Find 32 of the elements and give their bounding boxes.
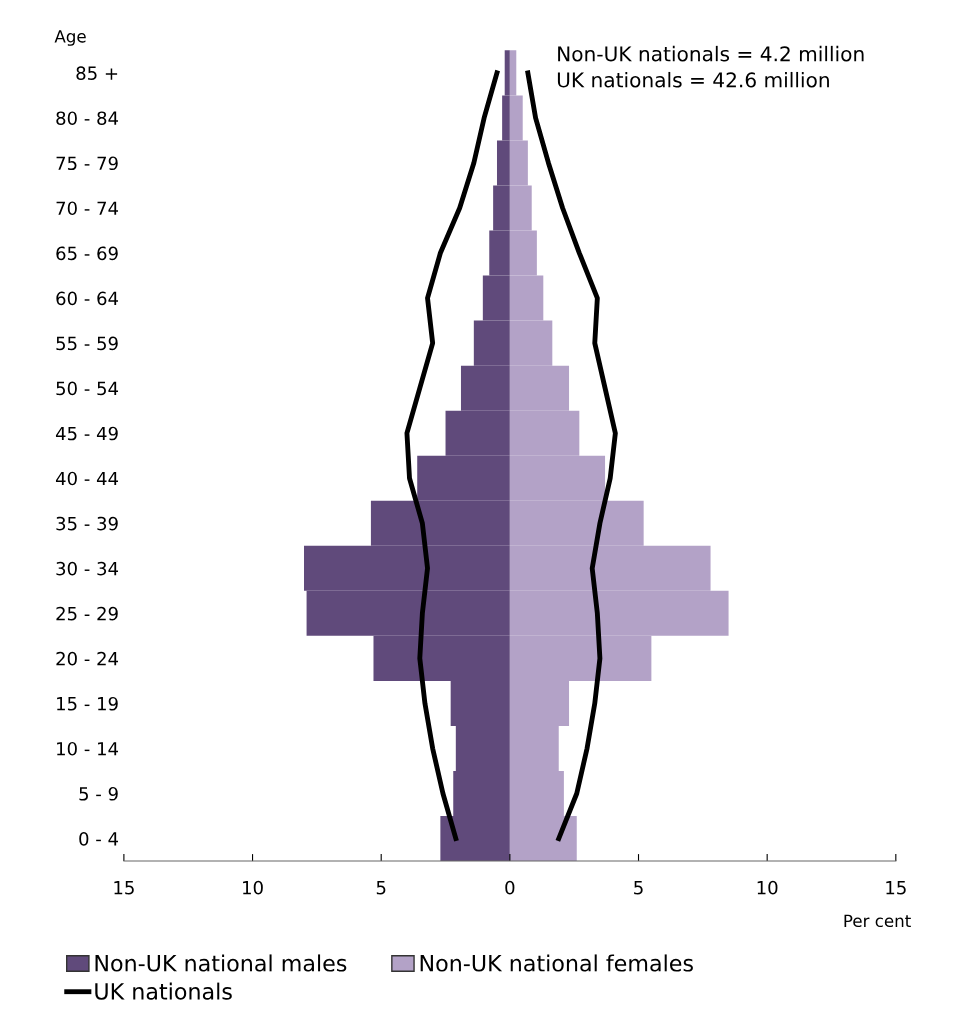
annotation: UK nationals = 42.6 million <box>557 71 829 88</box>
x-axis-title: Per cent <box>844 914 911 928</box>
y-tick-label: 40 - 44 <box>55 471 119 486</box>
x-tick-label: 0 <box>505 880 515 895</box>
y-tick-label: 85 + <box>76 66 118 80</box>
y-tick-label: 15 - 19 <box>57 696 118 711</box>
x-tick-label: 10 <box>243 880 263 895</box>
y-tick-label: 45 - 49 <box>55 426 118 441</box>
y-tick-label: 25 - 29 <box>56 606 118 621</box>
legend-label: Non-UK national females <box>420 954 693 972</box>
y-tick-label: 30 - 34 <box>56 561 119 576</box>
y-tick-label: 50 - 54 <box>56 381 119 396</box>
y-tick-label: 35 - 39 <box>56 516 118 531</box>
y-tick-label: 80 - 84 <box>56 111 119 126</box>
y-tick-label: 0 - 4 <box>79 831 119 846</box>
y-axis-title: Age <box>54 30 86 46</box>
x-tick-label: 10 <box>757 880 778 895</box>
x-tick-label: 5 <box>634 881 643 895</box>
y-tick-label: 20 - 24 <box>56 651 119 666</box>
x-tick-label: 5 <box>376 881 386 895</box>
y-tick-label: 75 - 79 <box>56 156 118 171</box>
y-tick-label: 65 - 69 <box>56 246 118 261</box>
y-tick-label: 10 - 14 <box>57 741 119 756</box>
y-tick-label: 70 - 74 <box>56 201 119 216</box>
x-tick-label: 15 <box>114 881 134 895</box>
y-tick-label: 55 - 59 <box>56 336 118 351</box>
y-tick-label: 5 - 9 <box>79 786 118 801</box>
legend-label: UK nationals <box>95 982 232 1000</box>
legend-label: Non-UK national males <box>95 954 347 972</box>
x-tick-label: 15 <box>886 881 906 895</box>
y-tick-label: 60 - 64 <box>56 291 119 306</box>
annotation: Non-UK nationals = 4.2 million <box>558 45 864 62</box>
